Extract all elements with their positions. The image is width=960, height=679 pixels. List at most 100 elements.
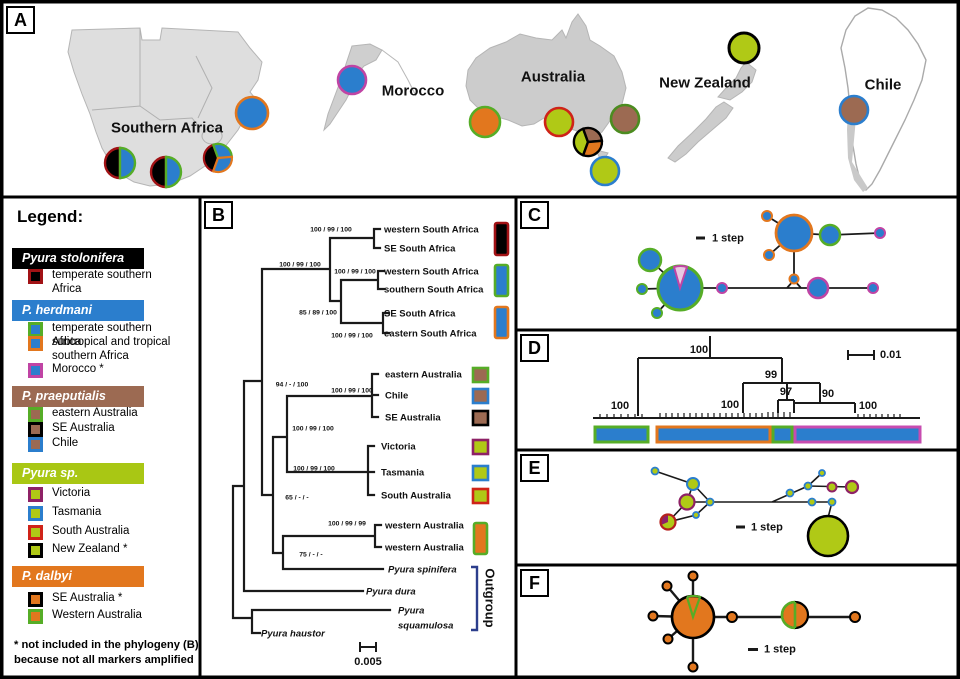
color-swatch bbox=[28, 543, 43, 558]
haplotype-node bbox=[761, 210, 773, 222]
taxon-label: western Australia bbox=[384, 521, 465, 532]
panel-b-frame bbox=[198, 195, 518, 679]
legend-item-label: New Zealand * bbox=[52, 543, 128, 555]
haplotype-node bbox=[826, 481, 838, 493]
haplotype-node bbox=[650, 466, 660, 476]
tree-d-clade-bars bbox=[593, 425, 922, 444]
haplogroup-circle-temperate-west bbox=[103, 146, 137, 180]
color-swatch bbox=[28, 609, 43, 624]
taxon-label-outgroup: Pyura haustor bbox=[261, 629, 326, 640]
support-value: 100 / 99 / 99 bbox=[328, 521, 366, 528]
scale-value-b: 0.005 bbox=[354, 656, 382, 668]
clade-swatches bbox=[471, 221, 510, 556]
taxon-label: eastern South Africa bbox=[384, 329, 477, 340]
legend-item: SE Australia bbox=[28, 422, 182, 437]
panel-e-frame bbox=[514, 448, 960, 567]
swatch-eastern-australia bbox=[471, 366, 490, 384]
legend-item: New Zealand * bbox=[28, 543, 182, 558]
legend-item: temperate southern Africa bbox=[28, 269, 182, 296]
legend-item-label: Morocco * bbox=[52, 363, 104, 375]
taxon-label: western South Africa bbox=[383, 267, 479, 278]
legend-item-label: South Australia bbox=[52, 525, 130, 537]
legend-item: Tasmania bbox=[28, 506, 182, 521]
haplotype-node bbox=[774, 213, 814, 253]
taxon-label: SE South Africa bbox=[384, 309, 456, 320]
step-scale-dash bbox=[748, 648, 758, 651]
legend-header-praeputialis: P. praeputialis bbox=[12, 386, 144, 407]
phylogeny-tree: 100 / 99 / 100 100 / 99 / 100 100 / 99 /… bbox=[231, 221, 510, 668]
network-c: 1 step bbox=[636, 210, 886, 319]
taxon-label: Chile bbox=[385, 391, 408, 402]
legend-item: Victoria bbox=[28, 487, 182, 502]
support-value: 99 bbox=[765, 369, 777, 381]
map-label-new-zealand: New Zealand bbox=[659, 75, 751, 92]
support-value: 85 / 89 / 100 bbox=[299, 310, 337, 317]
haplotype-wedge-morocco bbox=[672, 265, 689, 292]
haplotype-node bbox=[692, 511, 700, 519]
panel-label-d: D bbox=[520, 334, 549, 362]
haplogroup-pie-se-australia bbox=[572, 126, 604, 158]
haplogroup-circle-subtropical bbox=[234, 95, 270, 131]
legend-item: Chile bbox=[28, 437, 182, 452]
haplotype-node-split bbox=[780, 600, 810, 630]
haplotype-node bbox=[867, 282, 879, 294]
haplogroup-circle-new-zealand bbox=[727, 31, 761, 65]
tree-d-tips bbox=[599, 412, 901, 418]
step-scale-label: 1 step bbox=[764, 644, 796, 656]
map-south-america: Chile bbox=[838, 7, 927, 192]
scale-bar-d: 0.01 bbox=[847, 349, 901, 361]
legend-title: Legend: bbox=[17, 207, 84, 226]
bar-herdmani-morocco bbox=[793, 425, 922, 444]
legend-item-label: eastern Australia bbox=[52, 407, 138, 419]
tree-d-branches bbox=[593, 336, 920, 419]
swatch-herdmani-temperate bbox=[493, 263, 510, 298]
legend-item-label: SE Australia bbox=[52, 422, 115, 434]
legend-footnote: * not included in the phylogeny (B) beca… bbox=[14, 638, 199, 667]
panel-label-a: A bbox=[6, 6, 35, 34]
legend-item: eastern Australia bbox=[28, 407, 182, 422]
haplogroup-circle-south-australia bbox=[543, 106, 575, 138]
taxon-label-outgroup: squamulosa bbox=[398, 621, 453, 632]
legend-footnote-line2: because not all markers amplified bbox=[14, 653, 194, 666]
legend-item: subtropical and tropical southern Africa bbox=[28, 336, 182, 363]
support-value: 100 / 99 / 100 bbox=[293, 466, 335, 473]
haplotype-node bbox=[647, 610, 659, 622]
legend-item-label: temperate southern Africa bbox=[52, 322, 152, 348]
haplotype-node bbox=[827, 497, 837, 507]
scale-value-d: 0.01 bbox=[880, 349, 901, 361]
haplogroup-circle-western-australia bbox=[468, 105, 502, 139]
color-swatch bbox=[28, 506, 43, 521]
color-swatch bbox=[28, 525, 43, 540]
haplotype-node bbox=[662, 633, 674, 645]
map-new-zealand: New Zealand bbox=[659, 31, 761, 163]
taxon-label-outgroup: Pyura dura bbox=[366, 587, 416, 598]
swatch-stolonifera bbox=[493, 221, 510, 257]
support-value: 100 / 99 / 100 bbox=[331, 388, 373, 395]
tree-d-supports: 100 99 97 90 100 100 100 bbox=[611, 344, 877, 412]
map-label-australia: Australia bbox=[521, 69, 586, 86]
haplotype-node bbox=[686, 477, 700, 491]
panel-c-frame bbox=[514, 195, 960, 332]
legend-footnote-line1: * not included in the phylogeny (B) bbox=[14, 639, 199, 651]
legend-item: SE Australia * bbox=[28, 592, 182, 607]
haplotype-node bbox=[818, 223, 842, 247]
support-value: 97 bbox=[780, 386, 792, 398]
legend-panel: Legend: Pyura stolonifera temperate sout… bbox=[3, 197, 200, 675]
map-morocco: Morocco bbox=[323, 43, 444, 132]
legend-item: South Australia bbox=[28, 525, 182, 540]
haplotype-node bbox=[844, 479, 860, 495]
network-f: 1 step bbox=[647, 570, 861, 673]
taxon-label: SE South Africa bbox=[384, 244, 456, 255]
haplotype-node bbox=[705, 497, 715, 507]
tree-d: 100 99 97 90 100 100 100 0.01 bbox=[593, 336, 922, 444]
haplotype-node bbox=[806, 276, 830, 300]
support-value: 94 / - / 100 bbox=[276, 382, 309, 389]
outgroup-bracket: Outgroup bbox=[471, 565, 498, 632]
support-values: 100 / 99 / 100 100 / 99 / 100 100 / 99 /… bbox=[276, 227, 376, 559]
bar-herdmani-subtropical bbox=[655, 425, 772, 444]
haplogroup-circle-morocco bbox=[336, 64, 368, 96]
map-label-southern-africa: Southern Africa bbox=[111, 120, 224, 137]
color-swatch bbox=[28, 363, 43, 378]
taxon-label: western Australia bbox=[384, 543, 465, 554]
